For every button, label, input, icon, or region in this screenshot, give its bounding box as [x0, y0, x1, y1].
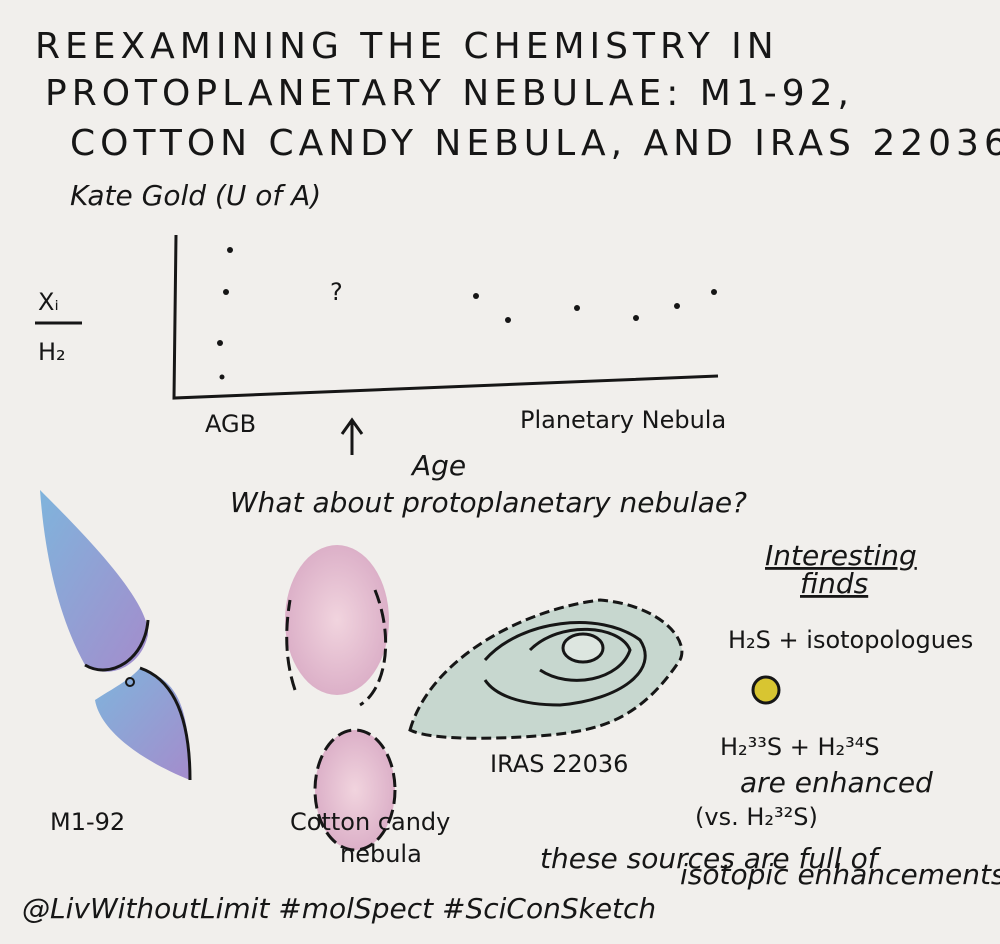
signature: @LivWithoutLimit #molSpect #SciConSketch: [22, 892, 656, 925]
caption: What about protoplanetary nebulae?: [230, 486, 747, 519]
question-mark: ?: [330, 278, 343, 306]
m1-92-drawing: [40, 490, 192, 781]
findings-heading: finds: [800, 567, 868, 600]
y-label-bottom: H₂: [38, 338, 66, 366]
nebula-label: nebula: [340, 840, 422, 868]
finding: H₂³³S + H₂³⁴S: [720, 733, 880, 761]
nebula-label: IRAS 22036: [490, 750, 628, 778]
sketch-axes: [35, 234, 719, 455]
iras-drawing: [408, 598, 684, 740]
y-label-top: Xᵢ: [38, 288, 59, 316]
title-line: PROTOPLANETARY NEBULAE: M1-92,: [45, 73, 854, 114]
x-label: Age: [410, 449, 466, 482]
author: Kate Gold (U of A): [70, 179, 321, 212]
findings-heading: Interesting: [765, 539, 917, 572]
nebula-label: M1-92: [50, 808, 125, 836]
sulfur-dot: [751, 675, 781, 705]
finding-note: these sources are full of: [540, 842, 882, 875]
finding: are enhanced: [740, 766, 933, 799]
x-start: AGB: [205, 410, 256, 438]
finding: (vs. H₂³²S): [695, 803, 818, 831]
title-line: REEXAMINING THE CHEMISTRY IN: [35, 26, 779, 67]
x-end: Planetary Nebula: [520, 406, 726, 434]
title-line: COTTON CANDY NEBULA, AND IRAS 22036: [70, 123, 1000, 164]
finding: H₂S + isotopologues: [728, 626, 973, 654]
cotton-candy-drawing: [285, 545, 397, 852]
nebula-label: Cotton candy: [290, 808, 450, 836]
finding-note: isotopic enhancements: [680, 858, 1000, 891]
sketch-dots: [217, 247, 717, 380]
